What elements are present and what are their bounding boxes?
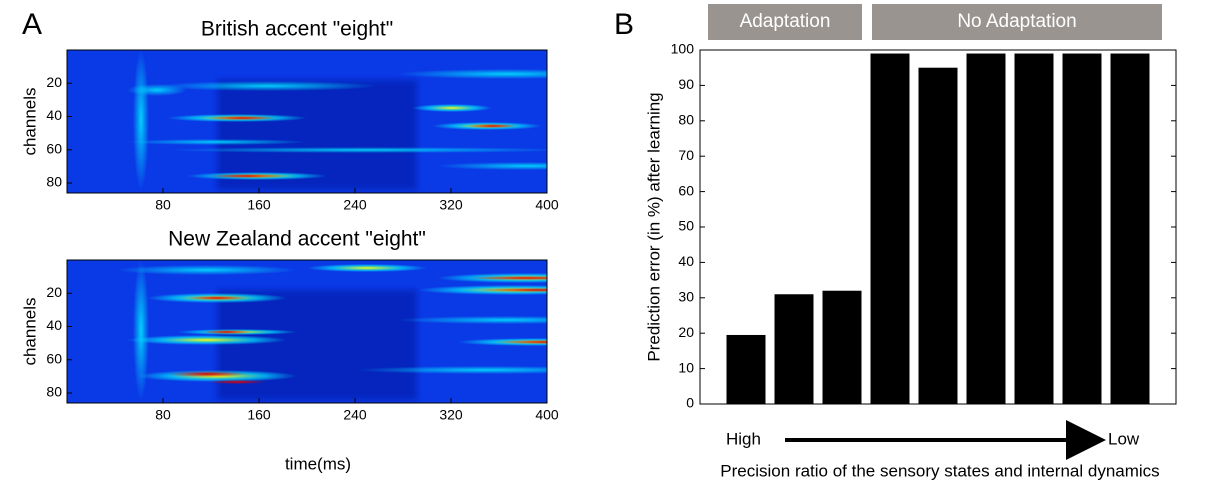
bar xyxy=(822,290,862,404)
group-box xyxy=(872,4,1162,40)
plot-frame xyxy=(66,259,548,404)
y-axis-label: Prediction error (in %) after learning xyxy=(644,92,663,361)
y-tick-label: 80 xyxy=(678,112,694,128)
y-tick-label: 100 xyxy=(671,41,695,57)
y-tick-label: 70 xyxy=(678,147,694,163)
panel-label: A xyxy=(22,8,42,41)
heatmap-blob xyxy=(437,162,547,170)
heatmap-blob xyxy=(467,124,517,128)
x-tick-label: 240 xyxy=(343,407,367,423)
heatmap-blob xyxy=(187,296,247,300)
heatmap xyxy=(67,50,547,193)
group-label: Adaptation xyxy=(740,11,831,32)
heatmap-blob xyxy=(127,139,307,145)
heatmap-blob xyxy=(412,104,492,112)
heatmap-blob xyxy=(133,50,149,190)
heatmap-shade xyxy=(217,80,417,190)
x-tick-label: 320 xyxy=(439,407,463,423)
heatmap-blob xyxy=(397,316,547,324)
plot-frame xyxy=(66,49,548,194)
heatmap-blob xyxy=(467,276,547,280)
chart-title: British accent "eight" xyxy=(201,18,393,41)
bar xyxy=(1014,53,1054,404)
heatmap-blob xyxy=(357,366,547,374)
heatmap-blob xyxy=(133,260,149,400)
bar xyxy=(870,53,910,404)
bar xyxy=(1062,53,1102,404)
heatmap-blob xyxy=(202,330,252,334)
heatmap-blob xyxy=(497,340,547,344)
y-tick-label: 60 xyxy=(46,140,62,156)
y-tick-label: 30 xyxy=(678,289,694,305)
y-tick-label: 10 xyxy=(678,359,694,375)
x-tick-label: 320 xyxy=(439,197,463,213)
x-axis-label: time(ms) xyxy=(285,454,351,473)
bar xyxy=(918,67,958,404)
x-tick-label: 160 xyxy=(247,197,271,213)
x-tick-label: 240 xyxy=(343,197,367,213)
y-tick-label: 60 xyxy=(678,182,694,198)
group-box xyxy=(708,4,862,40)
y-tick-label: 90 xyxy=(678,76,694,92)
heatmap-blob xyxy=(207,380,267,384)
bar xyxy=(726,334,766,404)
chart-title: New Zealand accent "eight" xyxy=(168,228,426,251)
heatmap-blob xyxy=(157,81,377,91)
range-label: Low xyxy=(1108,429,1140,448)
y-tick-label: 40 xyxy=(46,317,62,333)
y-tick-label: 20 xyxy=(46,74,62,90)
group-label: No Adaptation xyxy=(957,11,1076,32)
x-tick-label: 400 xyxy=(535,407,559,423)
y-axis-label: channels xyxy=(20,87,39,155)
heatmap-blob xyxy=(307,264,427,272)
y-tick-label: 20 xyxy=(46,284,62,300)
y-axis-label: channels xyxy=(20,297,39,365)
y-tick-label: 40 xyxy=(46,107,62,123)
range-label: High xyxy=(726,429,761,448)
x-tick-label: 160 xyxy=(247,407,271,423)
y-tick-label: 80 xyxy=(46,174,62,190)
panel-label: B xyxy=(614,8,634,41)
bar xyxy=(966,53,1006,404)
bar xyxy=(1110,53,1150,404)
heatmap-blob xyxy=(477,288,547,292)
y-tick-label: 50 xyxy=(678,218,694,234)
x-tick-label: 400 xyxy=(535,197,559,213)
y-tick-label: 20 xyxy=(678,324,694,340)
x-tick-label: 80 xyxy=(155,197,171,213)
y-tick-label: 40 xyxy=(678,253,694,269)
heatmap-blob xyxy=(397,69,547,79)
heatmap xyxy=(67,260,547,403)
heatmap-blob xyxy=(207,174,287,178)
y-tick-label: 60 xyxy=(46,350,62,366)
heatmap-blob xyxy=(127,335,287,345)
y-tick-label: 0 xyxy=(686,395,694,411)
heatmap-blob xyxy=(207,116,277,120)
heatmap-blob xyxy=(117,265,297,275)
x-axis-label: Precision ratio of the sensory states an… xyxy=(720,461,1159,480)
heatmap-blob xyxy=(167,371,247,377)
bar xyxy=(774,294,814,404)
y-tick-label: 80 xyxy=(46,384,62,400)
heatmap-blob xyxy=(167,147,547,153)
x-tick-label: 80 xyxy=(155,407,171,423)
